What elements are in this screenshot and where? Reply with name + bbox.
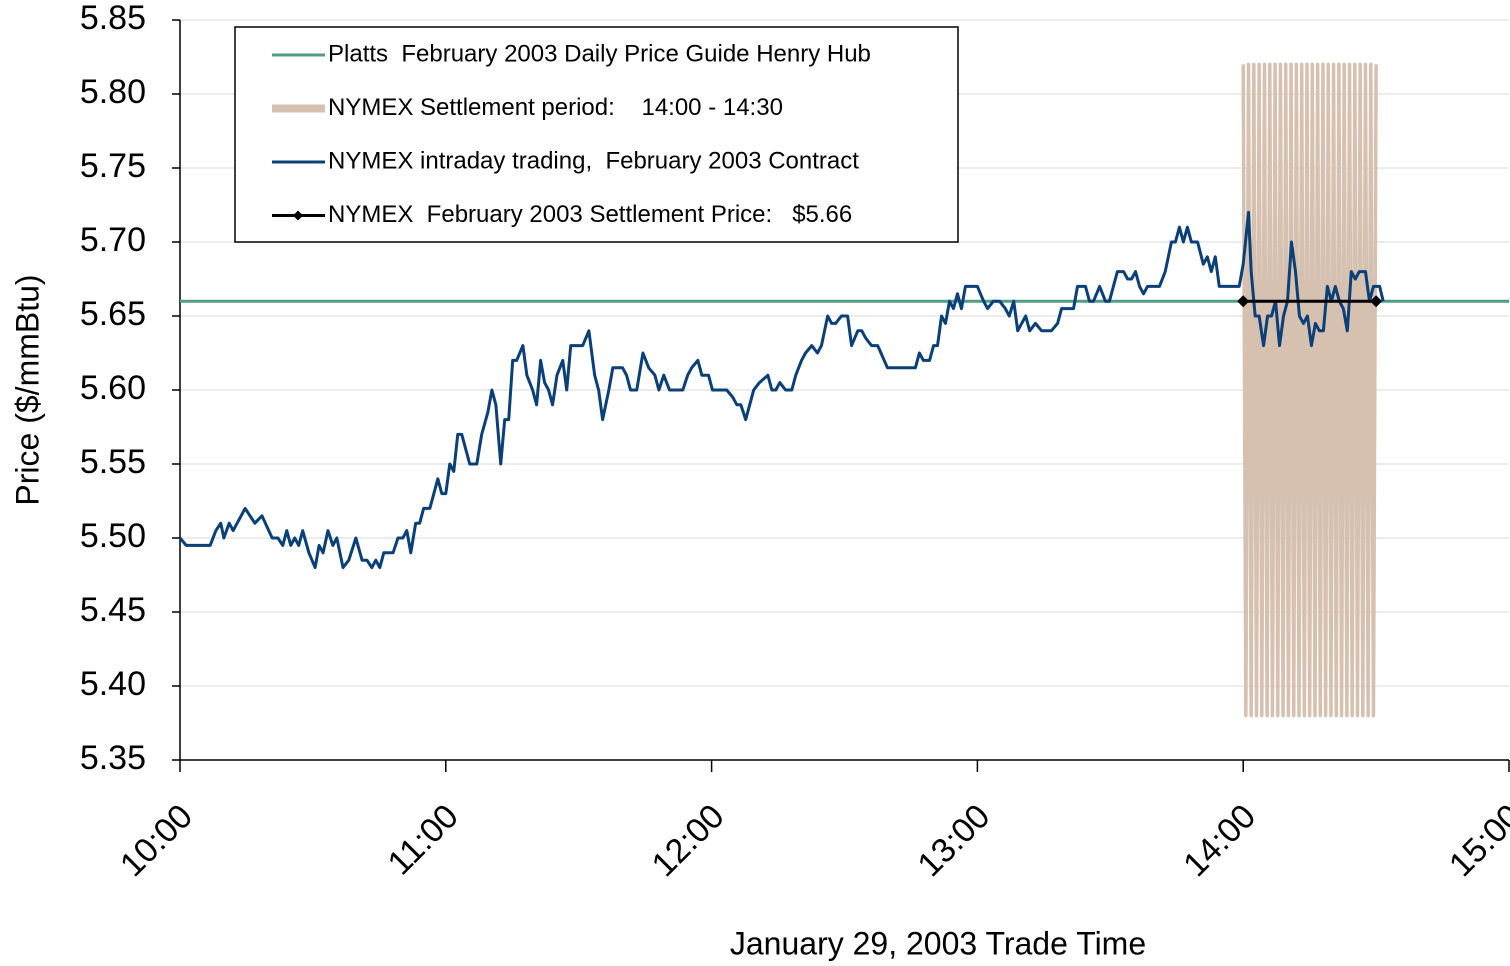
x-tick-label: 13:00 xyxy=(910,797,997,884)
legend-label: Platts February 2003 Daily Price Guide H… xyxy=(328,40,871,67)
legend-label: NYMEX intraday trading, February 2003 Co… xyxy=(328,147,859,174)
series-marker xyxy=(1370,295,1383,308)
y-tick-label: 5.65 xyxy=(80,295,146,333)
series-marker xyxy=(1237,295,1250,308)
legend-box xyxy=(234,26,959,243)
y-tick-label: 5.55 xyxy=(80,443,146,481)
y-tick-label: 5.75 xyxy=(80,147,146,185)
x-axis-label: January 29, 2003 Trade Time xyxy=(730,925,1146,961)
x-tick-label: 14:00 xyxy=(1176,797,1263,884)
series-line xyxy=(178,210,1385,570)
y-axis-label: Price ($/mmBtu) xyxy=(9,274,45,505)
y-tick-label: 5.80 xyxy=(80,73,146,111)
x-tick-label: 12:00 xyxy=(645,797,732,884)
y-tick-label: 5.35 xyxy=(80,739,146,777)
legend-label: NYMEX Settlement period: 14:00 - 14:30 xyxy=(328,94,783,121)
series-line xyxy=(1241,62,1378,718)
x-tick-label: 10:00 xyxy=(113,797,200,884)
legend: Platts February 2003 Daily Price Guide H… xyxy=(234,26,959,243)
y-tick-label: 5.40 xyxy=(80,665,146,703)
legend-label: NYMEX February 2003 Settlement Price: $5… xyxy=(328,201,852,228)
legend-marker xyxy=(293,210,303,221)
y-tick-label: 5.85 xyxy=(80,0,146,37)
x-tick-label: 11:00 xyxy=(381,797,466,882)
y-tick-label: 5.70 xyxy=(80,221,146,259)
y-tick-label: 5.50 xyxy=(80,517,146,555)
y-tick-label: 5.60 xyxy=(80,369,146,407)
x-tick-label: 15:00 xyxy=(1442,797,1510,884)
y-tick-label: 5.45 xyxy=(80,591,146,629)
